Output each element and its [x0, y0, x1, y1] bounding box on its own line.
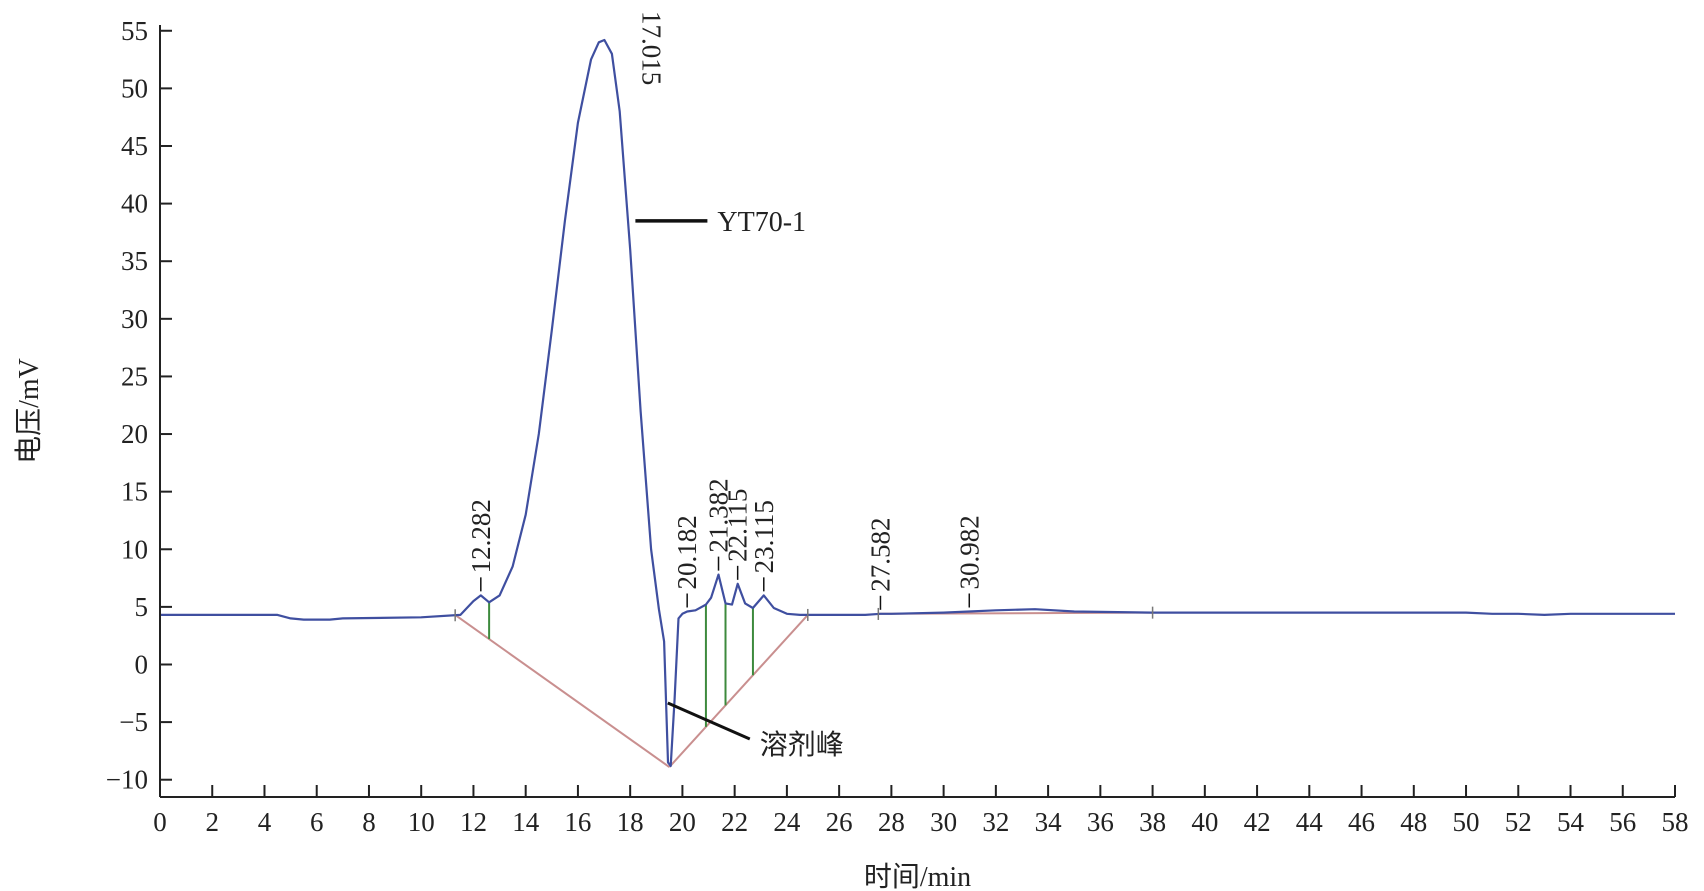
- solvent-peak-label: 溶剂峰: [760, 729, 844, 761]
- x-tick-label: 26: [826, 807, 853, 837]
- x-tick-label: 10: [408, 807, 435, 837]
- signal-trace: [160, 38, 1675, 767]
- x-axis-title: 时间/min: [864, 861, 971, 891]
- y-tick-label: −5: [119, 707, 148, 737]
- x-tick-label: 16: [564, 807, 591, 837]
- x-tick-label: 24: [773, 807, 801, 837]
- peak-label: 12.282: [466, 499, 496, 573]
- peak-label: 27.582: [865, 518, 895, 592]
- x-tick-label: 20: [669, 807, 696, 837]
- y-tick-label: 20: [121, 419, 148, 449]
- x-tick-label: 48: [1400, 807, 1427, 837]
- x-tick-label: 44: [1296, 807, 1324, 837]
- y-tick-label: 5: [135, 592, 149, 622]
- x-tick-label: 18: [617, 807, 644, 837]
- x-tick-label: 14: [512, 807, 540, 837]
- x-tick-label: 38: [1139, 807, 1166, 837]
- integration-baseline: [454, 614, 670, 768]
- y-tick-label: 10: [121, 534, 148, 564]
- y-tick-label: 50: [121, 73, 148, 103]
- series-label: YT70-1: [717, 207, 806, 238]
- y-tick-label: 0: [135, 649, 149, 679]
- x-tick-label: 52: [1505, 807, 1532, 837]
- x-tick-label: 58: [1662, 807, 1689, 837]
- x-tick-label: 0: [153, 807, 167, 837]
- x-tick-label: 54: [1557, 807, 1585, 837]
- y-tick-label: 15: [121, 477, 148, 507]
- y-tick-label: 35: [121, 246, 148, 276]
- peak-label: 17.015: [636, 11, 666, 85]
- integration-baseline: [668, 614, 809, 768]
- y-tick-label: 45: [121, 131, 148, 161]
- x-tick-label: 22: [721, 807, 748, 837]
- x-tick-label: 6: [310, 807, 324, 837]
- x-tick-label: 2: [205, 807, 219, 837]
- x-tick-label: 36: [1087, 807, 1114, 837]
- x-tick-label: 56: [1609, 807, 1636, 837]
- x-tick-label: 28: [878, 807, 905, 837]
- x-tick-label: 8: [362, 807, 376, 837]
- x-tick-label: 50: [1453, 807, 1480, 837]
- annotations-group: YT70-1 溶剂峰: [635, 207, 844, 761]
- peak-label: 21.382: [704, 478, 734, 552]
- drop-lines-group: [488, 602, 754, 727]
- axes-group: 0 2 4 6 8 10 12 14 16 18 20 22 24 26 28 30 32 34 36 38 40 42 4…: [106, 16, 1689, 837]
- x-tick-label: 40: [1191, 807, 1218, 837]
- x-tick-label: 34: [1035, 807, 1063, 837]
- x-tick-label: 4: [258, 807, 272, 837]
- y-tick-label: 30: [121, 304, 148, 334]
- y-axis-title: 电压/mV: [13, 358, 45, 464]
- peak-label: 23.115: [749, 500, 779, 573]
- solvent-peak-pointer: [667, 701, 751, 741]
- x-tick-label: 12: [460, 807, 487, 837]
- x-tick-label: 32: [982, 807, 1009, 837]
- peak-label: 20.182: [672, 515, 702, 589]
- peak-label: 22.115: [723, 489, 753, 562]
- y-tick-label: 55: [121, 16, 148, 46]
- x-tick-label: 46: [1348, 807, 1375, 837]
- y-tick-label: 25: [121, 361, 148, 391]
- x-tick-label: 30: [930, 807, 957, 837]
- y-tick-label: −10: [106, 765, 148, 795]
- signal-group: [160, 38, 1675, 767]
- x-tick-label: 42: [1244, 807, 1271, 837]
- y-tick-label: 40: [121, 189, 148, 219]
- peak-label: 30.982: [954, 515, 984, 589]
